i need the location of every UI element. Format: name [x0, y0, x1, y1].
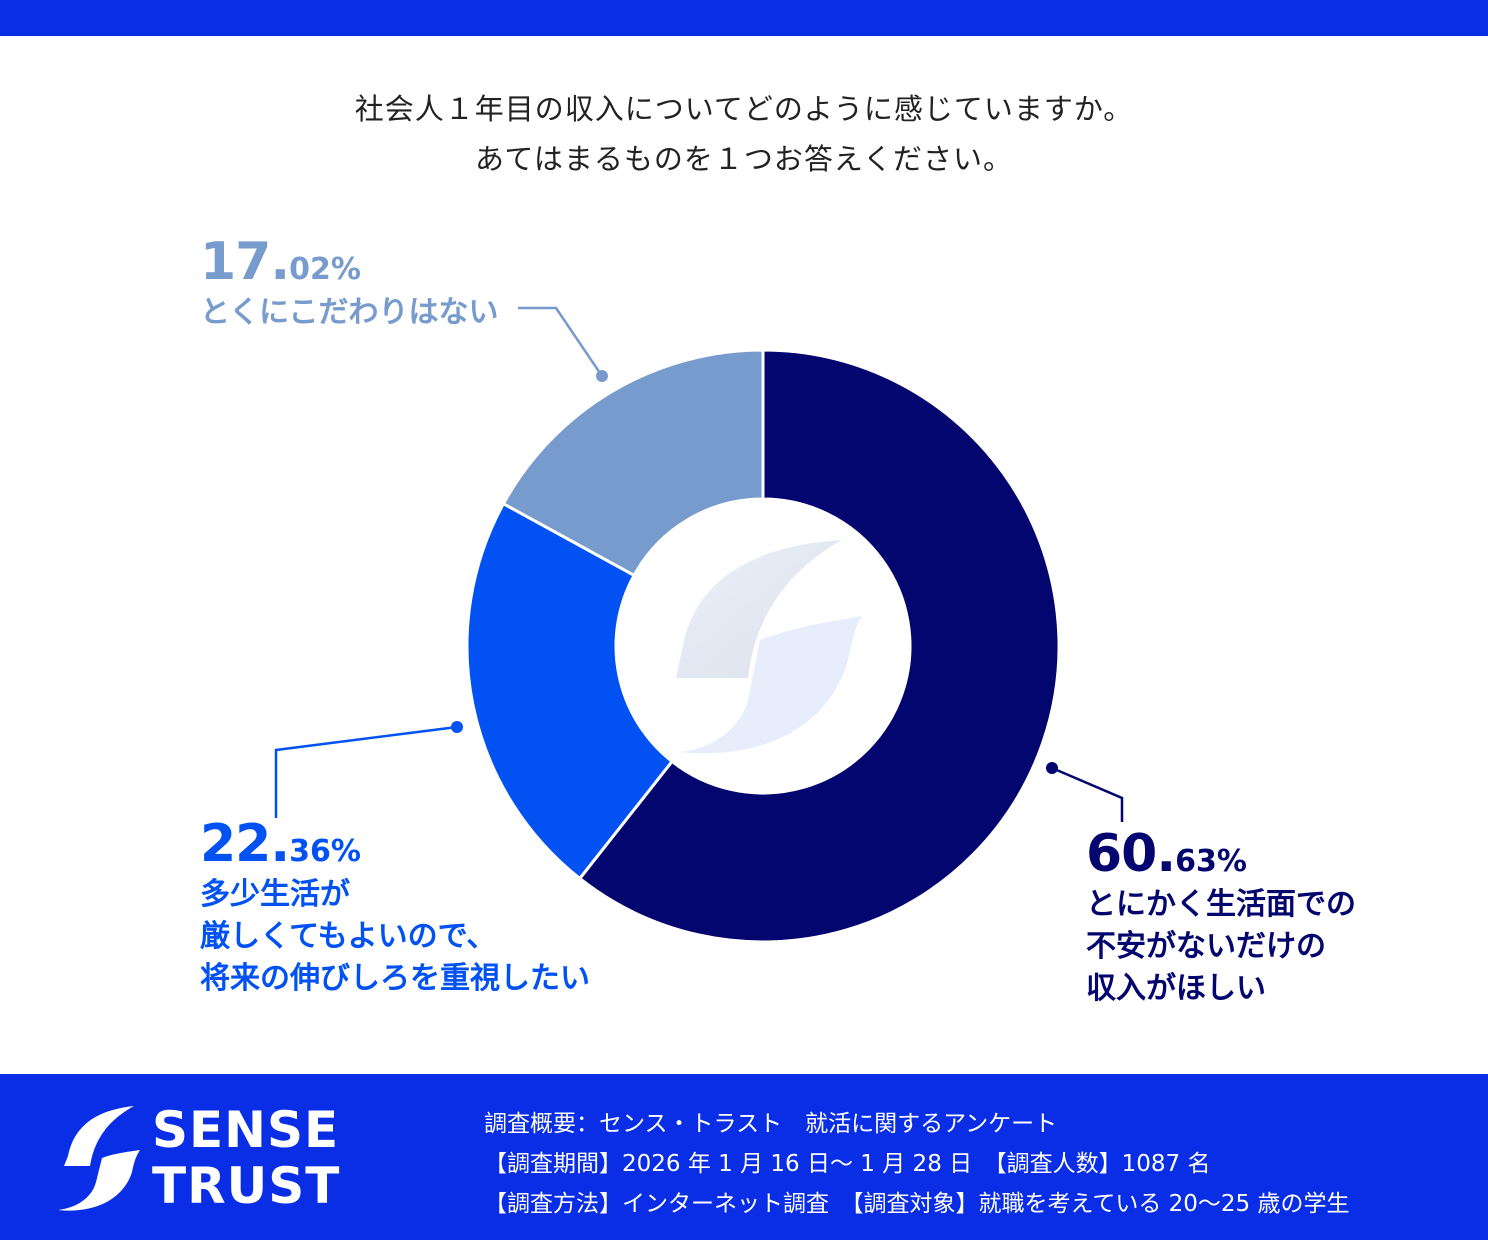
question-line-1: 社会人１年目の収入についてどのように感じていますか。 [354, 92, 1134, 126]
donut-slice-1 [577, 348, 1061, 944]
cat-2-line-3: 将来の伸びしろを重視したい [200, 961, 590, 996]
cat-3-line-1: とくにこだわりはない [200, 295, 499, 330]
survey-line-3: 【調査方法】インターネット調査 【調査対象】就職を考えている 20～25 歳の学… [484, 1191, 1350, 1217]
cat-2-line-2: 厳しくてもよいので、 [200, 919, 497, 954]
leader-line-3 [518, 306, 608, 382]
brand-line-1: SENSE [152, 1101, 340, 1159]
survey-notes: 調査概要：センス・トラスト 就活に関するアンケート 【調査期間】2026 年 1… [484, 1104, 1350, 1224]
survey-line-1: 調査概要：センス・トラスト 就活に関するアンケート [484, 1111, 1058, 1137]
donut-slice-3 [501, 348, 765, 578]
sense-trust-logo-icon [58, 1106, 140, 1211]
cat-1-line-2: 不安がないだけの [1086, 929, 1326, 964]
slice-label-2: 22.36% 多少生活が 厳しくてもよいので、 将来の伸びしろを重視したい [200, 814, 590, 1000]
donut-slice-2 [465, 501, 675, 881]
slice-label-1: 60.63% とにかく生活面での 不安がないだけの 収入がほしい [1086, 824, 1356, 1010]
pct-dec-2: 36% [289, 834, 361, 869]
survey-line-2: 【調査期間】2026 年 1 月 16 日～ 1 月 28 日 【調査人数】10… [484, 1151, 1211, 1177]
center-logo-icon [676, 540, 862, 754]
leader-line-1 [1046, 762, 1124, 822]
question-line-2: あてはまるものを１つお答えください。 [475, 142, 1013, 176]
leader-line-2 [274, 721, 463, 818]
cat-1-line-3: 収入がほしい [1086, 971, 1266, 1006]
pct-int-3: 17. [200, 232, 290, 292]
slice-label-3: 17.02% とくにこだわりはない [200, 232, 499, 334]
brand-line-2: TRUST [152, 1157, 341, 1215]
top-bar [0, 0, 1488, 36]
pct-int-1: 60. [1086, 824, 1176, 884]
cat-1-line-1: とにかく生活面での [1086, 887, 1356, 922]
footer: SENSE TRUST 調査概要：センス・トラスト 就活に関するアンケート 【調… [0, 1074, 1488, 1240]
question-title: 社会人１年目の収入についてどのように感じていますか。 あてはまるものを１つお答え… [0, 84, 1488, 184]
brand-name: SENSE TRUST [152, 1102, 340, 1214]
pct-int-2: 22. [200, 814, 290, 874]
pct-dec-3: 02% [289, 252, 361, 287]
pct-dec-1: 63% [1175, 844, 1247, 879]
cat-2-line-1: 多少生活が [200, 877, 350, 912]
